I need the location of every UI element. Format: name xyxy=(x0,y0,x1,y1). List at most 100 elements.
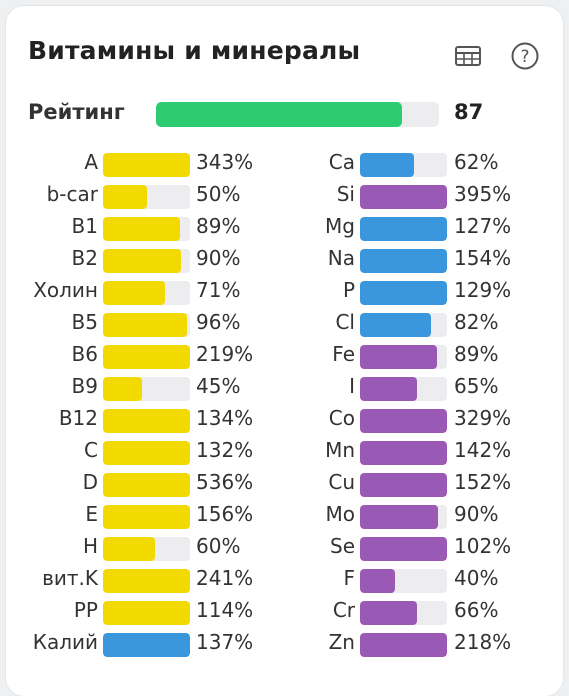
nutrient-percent: 154% xyxy=(454,246,512,270)
minerals-column: Ca 62% Si 395% Mg 127% Na 154% P 129% Cl 82% Fe 89% I 6… xyxy=(276,148,563,660)
nutrient-label: B2 xyxy=(71,246,98,270)
nutrient-label: вит.K xyxy=(42,566,98,590)
nutrient-row: B9 45% xyxy=(6,372,296,404)
nutrient-row: PP 114% xyxy=(6,596,296,628)
nutrient-label: Co xyxy=(328,406,355,430)
nutrient-bar xyxy=(103,409,190,433)
nutrient-label: Калий xyxy=(32,630,98,654)
nutrient-bar xyxy=(360,185,447,209)
nutrient-percent: 127% xyxy=(454,214,512,238)
nutrient-row: Ca 62% xyxy=(276,148,563,180)
nutrient-bar-fill xyxy=(360,217,447,241)
nutrient-label: PP xyxy=(73,598,98,622)
nutrient-bar xyxy=(103,537,190,561)
nutrient-bar-fill xyxy=(360,569,395,593)
nutrient-bar-fill xyxy=(360,505,439,529)
nutrient-bar-fill xyxy=(103,569,190,593)
nutrient-row: вит.K 241% xyxy=(6,564,296,596)
nutrient-label: B12 xyxy=(58,406,98,430)
nutrient-bar-fill xyxy=(103,537,156,561)
table-view-button[interactable] xyxy=(452,40,484,72)
nutrient-percent: 219% xyxy=(196,342,254,366)
nutrient-label: Fe xyxy=(332,342,355,366)
nutrient-label: B1 xyxy=(71,214,98,238)
nutrient-label: Mg xyxy=(325,214,355,238)
nutrient-row: H 60% xyxy=(6,532,296,564)
nutrient-bar xyxy=(103,601,190,625)
nutrient-bar xyxy=(360,473,447,497)
nutrient-bar xyxy=(360,409,447,433)
nutrient-bar-fill xyxy=(103,249,182,273)
nutrient-bar-fill xyxy=(103,409,190,433)
nutrient-label: Cr xyxy=(332,598,355,622)
vitamins-column: A 343% b-car 50% B1 89% B2 90% Холин 71% B5 96% B6 21… xyxy=(6,148,296,660)
nutrient-label: Zn xyxy=(328,630,355,654)
nutrient-bar-fill xyxy=(360,313,432,337)
nutrient-row: Si 395% xyxy=(276,180,563,212)
nutrient-percent: 90% xyxy=(196,246,241,270)
nutrient-percent: 152% xyxy=(454,470,512,494)
nutrient-label: F xyxy=(343,566,355,590)
nutrient-label: I xyxy=(349,374,355,398)
nutrient-percent: 40% xyxy=(454,566,499,590)
nutrient-label: P xyxy=(342,278,355,302)
nutrient-bar xyxy=(103,345,190,369)
nutrient-bar-fill xyxy=(103,345,190,369)
nutrient-percent: 129% xyxy=(454,278,512,302)
nutrient-row: Mg 127% xyxy=(276,212,563,244)
nutrient-bar-fill xyxy=(360,409,447,433)
nutrient-row: Fe 89% xyxy=(276,340,563,372)
nutrient-label: Ca xyxy=(328,150,355,174)
nutrient-bar xyxy=(360,249,447,273)
help-button[interactable]: ? xyxy=(509,40,541,72)
nutrient-bar xyxy=(103,281,190,305)
nutrient-label: E xyxy=(85,502,98,526)
nutrient-label: C xyxy=(84,438,98,462)
nutrient-bar xyxy=(360,217,447,241)
nutrient-bar-fill xyxy=(103,217,181,241)
nutrient-row: Калий 137% xyxy=(6,628,296,660)
nutrient-label: H xyxy=(82,534,98,558)
rating-bar-fill xyxy=(156,102,403,127)
nutrient-row: P 129% xyxy=(276,276,563,308)
nutrient-row: B5 96% xyxy=(6,308,296,340)
rating-label: Рейтинг xyxy=(28,100,125,124)
nutrient-row: C 132% xyxy=(6,436,296,468)
nutrient-row: Cl 82% xyxy=(276,308,563,340)
nutrient-row: Co 329% xyxy=(276,404,563,436)
nutrient-label: Mo xyxy=(325,502,356,526)
nutrient-label: Cl xyxy=(335,310,355,334)
nutrient-row: Mo 90% xyxy=(276,500,563,532)
nutrient-bar-fill xyxy=(360,377,417,401)
nutrient-bar xyxy=(103,313,190,337)
rating-value: 87 xyxy=(454,100,484,124)
rating-bar xyxy=(156,102,439,127)
nutrient-bar xyxy=(360,537,447,561)
nutrient-label: Cu xyxy=(328,470,355,494)
nutrient-bar xyxy=(103,473,190,497)
nutrient-bar-fill xyxy=(360,345,438,369)
nutrient-percent: 132% xyxy=(196,438,254,462)
table-icon xyxy=(455,46,481,66)
nutrient-bar xyxy=(360,345,447,369)
nutrient-bar xyxy=(360,377,447,401)
nutrient-bar xyxy=(360,601,447,625)
nutrient-percent: 89% xyxy=(196,214,241,238)
nutrient-row: B2 90% xyxy=(6,244,296,276)
nutrient-percent: 96% xyxy=(196,310,241,334)
nutrient-percent: 45% xyxy=(196,374,241,398)
nutrient-bar xyxy=(360,313,447,337)
nutrient-row: Cu 152% xyxy=(276,468,563,500)
nutrient-bar xyxy=(103,185,190,209)
nutrient-bar xyxy=(103,153,190,177)
nutrient-percent: 395% xyxy=(454,182,512,206)
nutrient-bar-fill xyxy=(360,153,414,177)
nutrient-row: E 156% xyxy=(6,500,296,532)
nutrient-bar xyxy=(360,633,447,657)
nutrient-percent: 71% xyxy=(196,278,241,302)
nutrient-bar-fill xyxy=(360,473,447,497)
nutrient-percent: 62% xyxy=(454,150,499,174)
nutrient-label: Se xyxy=(330,534,355,558)
nutrient-percent: 329% xyxy=(454,406,512,430)
nutrient-label: A xyxy=(84,150,98,174)
